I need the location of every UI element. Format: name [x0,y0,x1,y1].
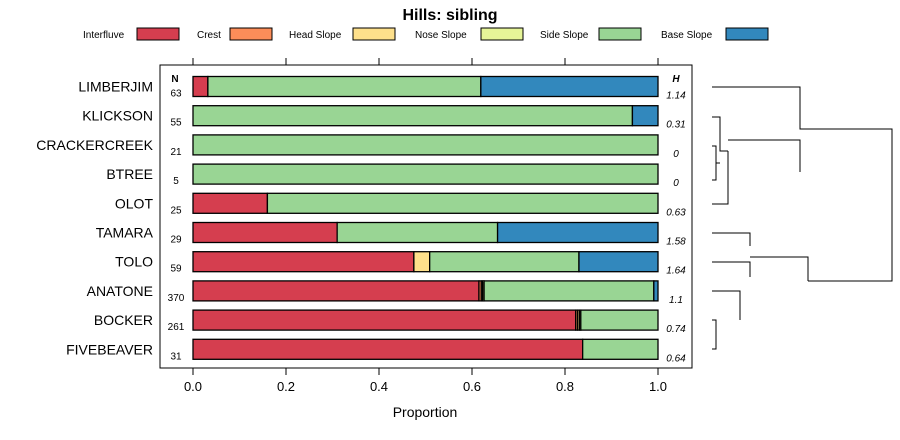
bar-segment-anatone-side-slope [483,280,655,302]
dendrogram-branch [712,86,808,130]
legend-swatch-nose-slope [480,27,524,41]
bar-segment-tamara-interfluve [192,221,338,244]
dendrogram-branch [728,139,801,172]
row-label-btree: BTREE [106,166,153,182]
h-value-tolo: 1.64 [666,266,686,277]
n-column-header: N [171,74,178,85]
dendrogram-branch [712,145,720,164]
legend-label-head-slope: Head Slope [289,30,342,41]
legend-label-interfluve: Interfluve [83,30,125,41]
n-value-bocker: 261 [168,322,185,333]
x-tick-label: 0.0 [184,379,202,394]
h-value-crackercreek: 0 [673,149,679,160]
row-label-fivebeaver: FIVEBEAVER [66,341,153,357]
x-tick-label: 0.8 [556,379,574,394]
row-label-limberjim: LIMBERJIM [78,79,153,95]
legend-label-nose-slope: Nose Slope [415,30,467,41]
legend: Interfluve Crest Head Slope Nose Slope Side … [83,27,769,41]
chart-title: Hills: sibling [402,7,497,24]
h-value-limberjim: 1.14 [666,91,686,102]
bar-segment-anatone-base-slope [653,280,659,302]
h-value-tamara: 1.58 [666,237,686,248]
row-label-tolo: TOLO [115,254,153,270]
legend-label-side-slope: Side Slope [540,30,589,41]
x-tick-label: 1.0 [649,379,667,394]
legend-swatch-base-slope [725,27,769,41]
h-value-olot: 0.63 [666,207,686,218]
row-label-bocker: BOCKER [94,312,153,328]
legend-swatch-interfluve [136,27,180,41]
bar-rows: LIMBERJIM 63 1.14 KLICKSON 55 0.31 CRACKERCREE… [36,75,686,364]
legend-label-base-slope: Base Slope [661,30,713,41]
bar-segment-tolo-head-slope [413,251,431,273]
n-value-crackercreek: 21 [170,147,182,158]
row-label-olot: OLOT [115,195,154,211]
dendrogram-branch [808,128,893,282]
dendrogram-branch [712,290,741,320]
h-value-anatone: 1.1 [669,295,683,306]
n-value-tolo: 59 [170,264,182,275]
row-label-crackercreek: CRACKERCREEK [36,137,153,153]
bar-segment-olot-side-slope [266,192,659,214]
h-value-klickson: 0.31 [666,120,685,131]
bar-segment-btree-side-slope [192,163,659,185]
n-value-olot: 25 [170,205,182,216]
bar-segment-tamara-side-slope [336,221,499,244]
bar-segment-anatone-interfluve [192,280,480,302]
plot-frame [159,64,693,369]
legend-swatch-side-slope [598,27,642,41]
dendrogram [712,86,893,350]
dendrogram-branch [712,116,728,152]
dendrogram-branch [712,261,751,277]
bar-segment-tolo-interfluve [192,251,415,273]
n-value-anatone: 370 [168,293,185,304]
legend-label-crest: Crest [197,30,221,41]
x-tick-label: 0.2 [277,379,295,394]
bar-segment-klickson-side-slope [192,105,634,127]
bar-segment-tolo-base-slope [578,251,659,273]
bar-segment-tolo-side-slope [429,251,580,273]
h-value-btree: 0 [673,178,679,189]
dendrogram-branch [712,319,717,335]
n-value-fivebeaver: 31 [170,351,182,362]
bar-segment-olot-interfluve [192,192,269,214]
bar-segment-bocker-side-slope [580,309,659,331]
legend-swatch-head-slope [352,27,396,41]
bar-segment-bocker-interfluve [192,309,577,331]
h-value-fivebeaver: 0.64 [666,353,686,364]
dendrogram-branch [712,335,717,350]
dendrogram-branch [712,163,717,181]
x-axis-title: Proportion [393,404,458,420]
x-tick-label: 0.4 [370,379,388,394]
x-axis: 0.0 0.2 0.4 0.6 0.8 1.0 [184,58,667,394]
n-value-klickson: 55 [170,118,182,129]
h-value-bocker: 0.74 [666,324,686,335]
dendrogram-branch [750,256,809,281]
bar-segment-limberjim-interfluve [192,75,209,98]
bar-segment-limberjim-base-slope [480,75,659,98]
bar-segment-tamara-base-slope [496,221,659,244]
dendrogram-branch [712,151,729,205]
legend-swatch-crest [229,27,273,41]
bar-segment-klickson-base-slope [631,105,659,127]
bar-segment-fivebeaver-interfluve [192,338,584,360]
bar-segment-limberjim-side-slope [207,75,482,98]
row-label-klickson: KLICKSON [82,108,153,124]
h-column-header: H [672,74,680,85]
bar-segment-crackercreek-side-slope [192,134,659,156]
bar-segment-fivebeaver-side-slope [582,338,659,360]
row-label-anatone: ANATONE [87,283,153,299]
n-value-btree: 5 [173,176,179,187]
x-tick-label: 0.6 [463,379,481,394]
dendrogram-branch [712,232,751,246]
n-value-tamara: 29 [170,235,182,246]
n-value-limberjim: 63 [170,89,182,100]
row-label-tamara: TAMARA [96,225,154,241]
